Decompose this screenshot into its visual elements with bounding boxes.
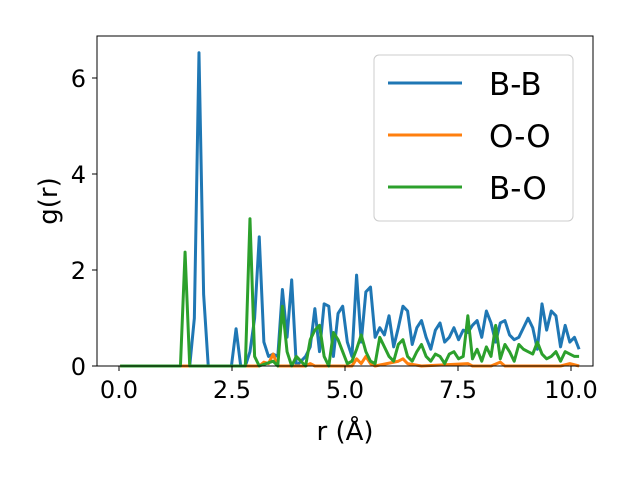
x-tick-label-1: 2.5 <box>213 376 251 404</box>
x-axis-title: r (Å) <box>316 415 373 447</box>
series-layer <box>120 51 581 368</box>
x-tick-label-4: 10.0 <box>544 376 597 404</box>
y-tick-label-1: 2 <box>71 257 86 285</box>
y-axis-title: g(r) <box>34 177 64 224</box>
series-line-b-o <box>120 217 580 368</box>
legend-label-o-o: O-O <box>489 119 551 155</box>
x-tick-label-3: 7.5 <box>439 376 477 404</box>
x-tick-label-2: 5.0 <box>326 376 364 404</box>
legend: B-B O-O B-O <box>373 54 574 222</box>
y-tick-label-2: 4 <box>71 161 86 189</box>
x-tick-label-0: 0.0 <box>100 376 138 404</box>
y-tick-label-3: 6 <box>71 65 86 93</box>
x-axis: 0.0 2.5 5.0 7.5 10.0 r (Å) <box>100 366 598 447</box>
series-line-o-o <box>120 352 580 368</box>
series-line-b-b <box>120 51 581 368</box>
legend-label-b-o: B-O <box>489 171 547 207</box>
legend-box <box>373 54 574 222</box>
y-axis: 0 2 4 6 g(r) <box>34 65 97 381</box>
y-tick-label-0: 0 <box>71 353 86 381</box>
legend-label-b-b: B-B <box>489 67 542 103</box>
